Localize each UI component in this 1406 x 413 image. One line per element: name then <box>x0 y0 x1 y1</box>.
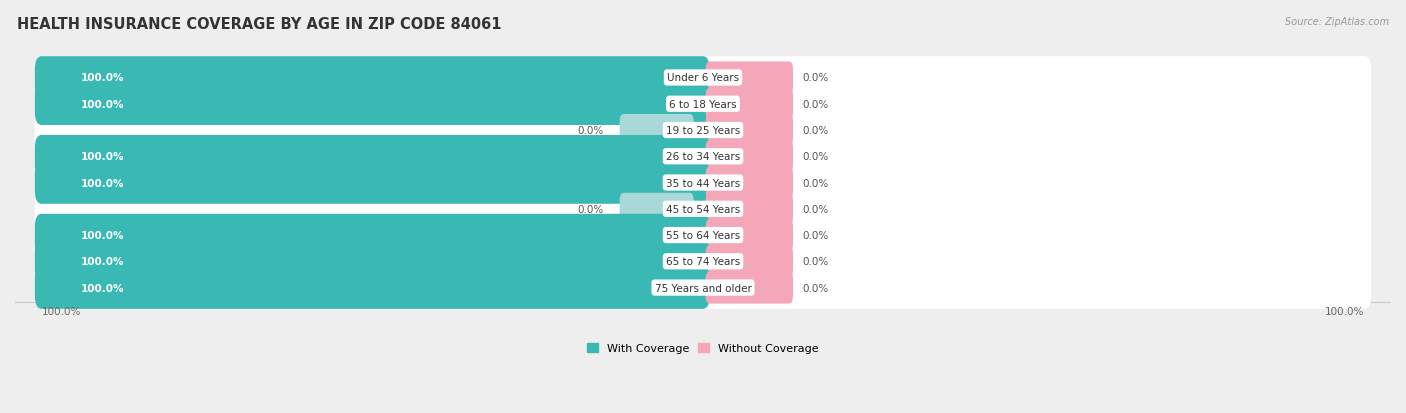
Text: 45 to 54 Years: 45 to 54 Years <box>666 204 740 214</box>
FancyBboxPatch shape <box>35 57 710 100</box>
Text: 0.0%: 0.0% <box>803 100 828 109</box>
FancyBboxPatch shape <box>706 115 793 147</box>
FancyBboxPatch shape <box>35 109 1371 152</box>
FancyBboxPatch shape <box>35 188 1371 230</box>
FancyBboxPatch shape <box>35 83 710 126</box>
Text: 19 to 25 Years: 19 to 25 Years <box>666 126 740 136</box>
FancyBboxPatch shape <box>35 214 1371 257</box>
FancyBboxPatch shape <box>620 115 693 147</box>
FancyBboxPatch shape <box>35 240 1371 283</box>
Legend: With Coverage, Without Coverage: With Coverage, Without Coverage <box>582 339 824 358</box>
Text: 0.0%: 0.0% <box>803 283 828 293</box>
FancyBboxPatch shape <box>706 62 793 94</box>
FancyBboxPatch shape <box>706 219 793 252</box>
Text: 0.0%: 0.0% <box>578 204 603 214</box>
Text: 0.0%: 0.0% <box>803 204 828 214</box>
FancyBboxPatch shape <box>706 141 793 173</box>
FancyBboxPatch shape <box>706 272 793 304</box>
Text: 0.0%: 0.0% <box>803 178 828 188</box>
FancyBboxPatch shape <box>620 193 693 225</box>
FancyBboxPatch shape <box>706 246 793 278</box>
Text: HEALTH INSURANCE COVERAGE BY AGE IN ZIP CODE 84061: HEALTH INSURANCE COVERAGE BY AGE IN ZIP … <box>17 17 502 31</box>
Text: 0.0%: 0.0% <box>803 73 828 83</box>
Text: 0.0%: 0.0% <box>578 126 603 136</box>
Text: Source: ZipAtlas.com: Source: ZipAtlas.com <box>1285 17 1389 26</box>
Text: 26 to 34 Years: 26 to 34 Years <box>666 152 740 162</box>
Text: 100.0%: 100.0% <box>82 257 125 267</box>
FancyBboxPatch shape <box>706 193 793 225</box>
FancyBboxPatch shape <box>35 267 1371 309</box>
FancyBboxPatch shape <box>706 88 793 121</box>
FancyBboxPatch shape <box>35 135 1371 178</box>
Text: 0.0%: 0.0% <box>803 257 828 267</box>
FancyBboxPatch shape <box>35 162 710 204</box>
Text: 0.0%: 0.0% <box>803 126 828 136</box>
Text: 100.0%: 100.0% <box>82 230 125 240</box>
Text: 100.0%: 100.0% <box>41 307 80 317</box>
Text: 100.0%: 100.0% <box>82 152 125 162</box>
FancyBboxPatch shape <box>35 162 1371 204</box>
Text: 35 to 44 Years: 35 to 44 Years <box>666 178 740 188</box>
FancyBboxPatch shape <box>35 214 710 257</box>
Text: Under 6 Years: Under 6 Years <box>666 73 740 83</box>
Text: 75 Years and older: 75 Years and older <box>655 283 751 293</box>
Text: 0.0%: 0.0% <box>803 230 828 240</box>
FancyBboxPatch shape <box>35 83 1371 126</box>
Text: 6 to 18 Years: 6 to 18 Years <box>669 100 737 109</box>
Text: 100.0%: 100.0% <box>82 100 125 109</box>
FancyBboxPatch shape <box>35 57 1371 100</box>
FancyBboxPatch shape <box>35 267 710 309</box>
Text: 65 to 74 Years: 65 to 74 Years <box>666 257 740 267</box>
Text: 100.0%: 100.0% <box>82 73 125 83</box>
Text: 100.0%: 100.0% <box>82 283 125 293</box>
Text: 100.0%: 100.0% <box>82 178 125 188</box>
Text: 0.0%: 0.0% <box>803 152 828 162</box>
Text: 100.0%: 100.0% <box>1326 307 1365 317</box>
Text: 55 to 64 Years: 55 to 64 Years <box>666 230 740 240</box>
FancyBboxPatch shape <box>706 167 793 199</box>
FancyBboxPatch shape <box>35 135 710 178</box>
FancyBboxPatch shape <box>35 240 710 283</box>
